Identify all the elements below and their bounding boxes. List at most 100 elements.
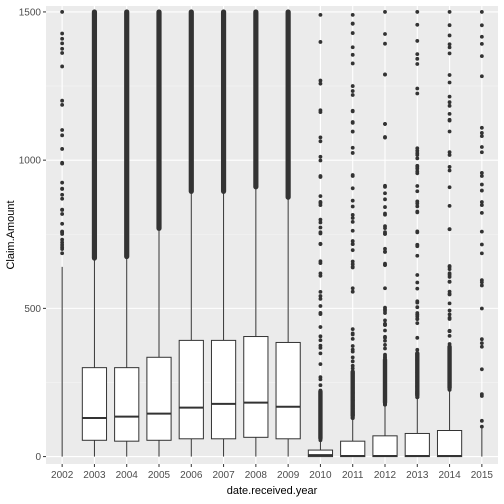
outlier-band — [253, 9, 259, 190]
outlier-point — [350, 21, 355, 26]
outlier-point — [318, 174, 323, 178]
outlier-point — [60, 180, 65, 185]
outlier-point — [447, 33, 452, 38]
box-2006 — [178, 192, 204, 457]
outlier-point — [479, 283, 484, 288]
outlier-point — [350, 336, 355, 341]
outlier-point — [60, 51, 65, 55]
outlier-point — [479, 203, 484, 207]
outlier-point — [479, 229, 484, 234]
outlier-point — [479, 125, 484, 130]
outlier-point — [350, 228, 355, 233]
outlier-point — [60, 245, 65, 250]
outlier-point — [383, 335, 387, 340]
outlier-point — [479, 337, 484, 342]
outlier-point — [318, 383, 323, 388]
outlier-point — [447, 317, 452, 321]
outlier-point — [350, 45, 355, 50]
outlier-point — [383, 205, 387, 209]
outlier-point — [479, 418, 484, 423]
outlier-point — [350, 363, 355, 368]
outlier-point — [415, 166, 420, 171]
outlier-point — [479, 251, 484, 256]
box-body — [114, 367, 140, 442]
outlier-point — [447, 227, 452, 232]
outlier-point — [318, 217, 323, 222]
outlier-point — [350, 12, 355, 17]
outlier-point — [383, 318, 387, 323]
outlier-point — [383, 346, 387, 351]
outlier-point — [479, 145, 484, 149]
box-2003 — [81, 259, 108, 457]
outlier-point — [318, 194, 323, 198]
outlier-point — [383, 10, 387, 14]
outlier-point — [318, 259, 323, 264]
outlier-point — [447, 117, 452, 122]
outlier-point — [479, 367, 484, 372]
outlier-point — [318, 40, 323, 44]
outlier-band — [220, 9, 227, 194]
x-tick-label: 2007 — [212, 470, 235, 481]
box-body — [307, 449, 334, 458]
outlier-band — [447, 344, 452, 390]
x-tick-label: 2006 — [180, 470, 203, 481]
box-2004 — [114, 257, 140, 457]
outlier-point — [350, 286, 355, 291]
outlier-point — [350, 327, 355, 332]
outlier-point — [415, 299, 420, 304]
outlier-point — [383, 197, 387, 202]
box-body — [436, 430, 463, 458]
outlier-point — [479, 306, 484, 311]
outlier-point — [479, 34, 484, 39]
outlier-point — [383, 183, 387, 188]
outlier-point — [318, 139, 323, 144]
outlier-point — [318, 325, 323, 329]
outlier-point — [447, 308, 452, 313]
outlier-point — [447, 289, 452, 294]
outlier-point — [447, 10, 452, 14]
outlier-point — [60, 212, 65, 216]
panel-background — [46, 6, 498, 464]
outlier-point — [318, 220, 323, 225]
outlier-point — [350, 242, 355, 246]
outlier-point — [383, 263, 387, 268]
box-2008 — [243, 188, 269, 457]
outlier-point — [350, 289, 355, 294]
box-2012 — [372, 406, 398, 458]
outlier-point — [479, 182, 484, 187]
outlier-point — [415, 151, 420, 156]
outlier-point — [318, 310, 323, 315]
outlier-point — [447, 168, 452, 173]
outlier-point — [447, 334, 452, 338]
outlier-point — [350, 120, 355, 124]
outlier-band — [188, 9, 194, 194]
box-body — [275, 341, 301, 440]
outlier-point — [383, 307, 387, 312]
y-tick-label: 1500 — [19, 7, 42, 18]
outlier-point — [479, 188, 484, 193]
outlier-point — [318, 154, 323, 159]
outlier-point — [318, 362, 323, 367]
outlier-point — [447, 51, 452, 56]
x-tick-label: 2002 — [51, 470, 74, 481]
outlier-point — [318, 377, 323, 382]
outlier-point — [318, 338, 323, 343]
outlier-point — [60, 221, 65, 226]
outlier-point — [350, 332, 355, 337]
outlier-point — [415, 10, 420, 14]
outlier-point — [383, 311, 387, 315]
outlier-point — [350, 31, 355, 35]
outlier-point — [318, 225, 323, 230]
outlier-band — [285, 9, 291, 200]
outlier-point — [350, 204, 355, 209]
x-tick-label: 2014 — [438, 470, 461, 481]
outlier-point — [415, 52, 420, 57]
outlier-point — [350, 84, 355, 88]
outlier-point — [350, 186, 355, 191]
y-tick-label: 0 — [35, 452, 41, 463]
outlier-point — [479, 134, 484, 138]
box-body — [372, 435, 398, 458]
outlier-point — [383, 224, 387, 229]
outlier-point — [350, 265, 355, 270]
